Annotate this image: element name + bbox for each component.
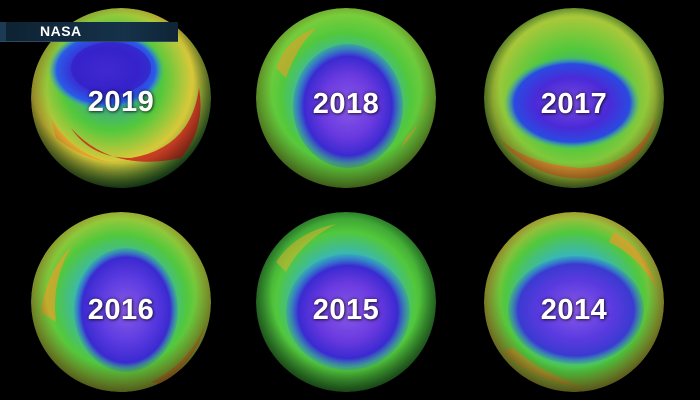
ozone-globe-2017: 2017	[484, 8, 664, 188]
ozone-globe-2016: 2016	[31, 212, 211, 392]
ozone-map-2014	[484, 212, 664, 392]
ozone-globe-2015: 2015	[256, 212, 436, 392]
ozone-globe-2018: 2018	[256, 8, 436, 188]
year-label-2017: 2017	[540, 88, 608, 120]
source-credit-label: NASA	[40, 23, 82, 39]
source-credit-banner: NASA	[0, 22, 178, 42]
ozone-map-2016	[31, 212, 211, 392]
year-label-2019: 2019	[87, 86, 155, 118]
year-label-2015: 2015	[312, 294, 380, 326]
year-label-2018: 2018	[312, 88, 380, 120]
ozone-map-2015	[256, 212, 436, 392]
ozone-globe-2019: 2019	[31, 8, 211, 188]
ozone-map-2018	[256, 8, 436, 188]
year-label-2016: 2016	[87, 294, 155, 326]
year-label-2014: 2014	[540, 294, 608, 326]
ozone-map-2017	[484, 8, 664, 188]
ozone-globe-2014: 2014	[484, 212, 664, 392]
ozone-map-2019	[31, 8, 211, 188]
